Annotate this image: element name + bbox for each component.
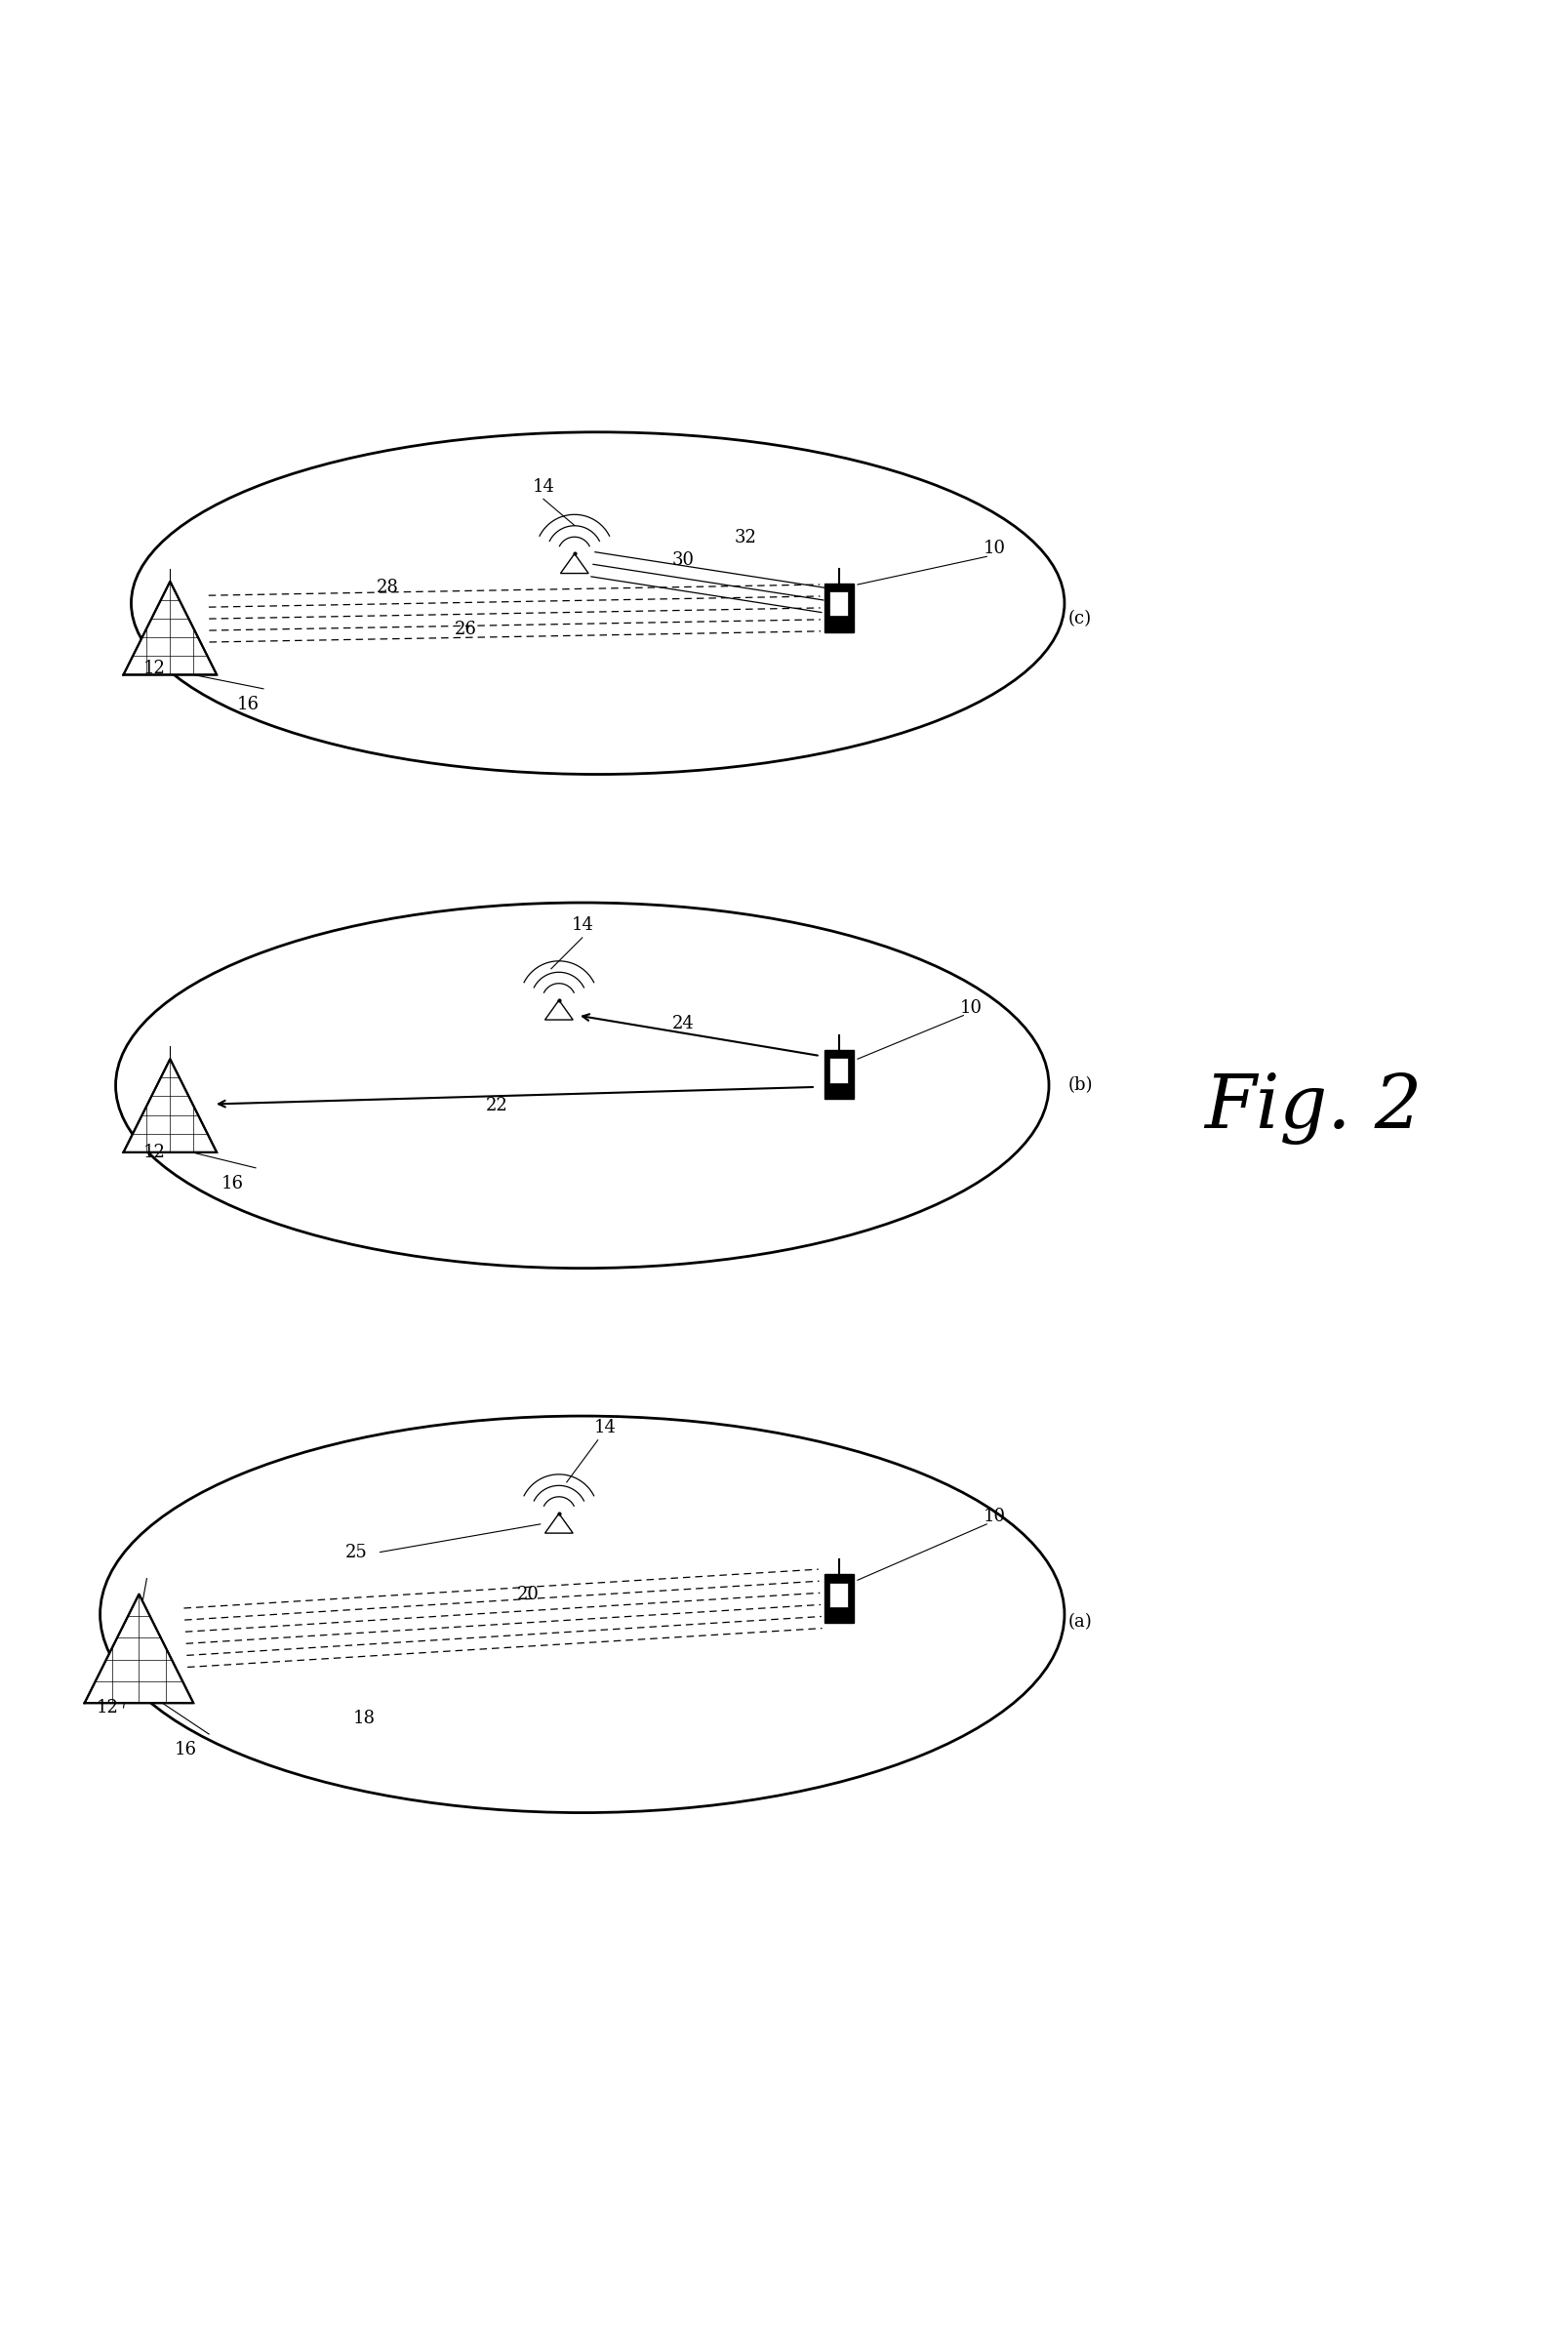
Text: 14: 14	[594, 1419, 616, 1436]
Text: 22: 22	[486, 1096, 508, 1115]
Text: 16: 16	[221, 1176, 243, 1192]
Text: 26: 26	[455, 621, 477, 639]
Polygon shape	[560, 553, 588, 574]
Polygon shape	[85, 1595, 193, 1703]
Text: 20: 20	[516, 1586, 539, 1602]
Text: 24: 24	[671, 1014, 695, 1033]
Text: 32: 32	[734, 529, 756, 546]
Text: 16: 16	[237, 696, 259, 712]
Text: 14: 14	[571, 916, 593, 934]
Bar	[823, 1049, 853, 1098]
Text: 10: 10	[983, 1508, 1005, 1525]
Text: 18: 18	[353, 1710, 375, 1728]
Text: 14: 14	[532, 478, 554, 494]
Text: 28: 28	[376, 578, 398, 597]
Bar	[829, 1583, 848, 1607]
Text: Fig. 2: Fig. 2	[1204, 1073, 1422, 1145]
Bar	[823, 1574, 853, 1623]
Polygon shape	[124, 1059, 216, 1152]
Text: 16: 16	[174, 1740, 196, 1759]
Text: 12: 12	[97, 1698, 119, 1717]
Text: (c): (c)	[1068, 609, 1091, 628]
Bar	[823, 583, 853, 632]
Text: 10: 10	[960, 1000, 982, 1016]
Polygon shape	[544, 1513, 572, 1534]
Bar	[829, 593, 848, 616]
Text: 10: 10	[983, 541, 1005, 557]
Text: 30: 30	[671, 550, 695, 569]
Text: 12: 12	[143, 660, 166, 677]
Text: 25: 25	[345, 1543, 367, 1560]
Polygon shape	[124, 581, 216, 674]
Text: (b): (b)	[1066, 1077, 1091, 1094]
Polygon shape	[544, 1000, 572, 1019]
Text: (a): (a)	[1068, 1614, 1091, 1630]
Text: 12: 12	[143, 1143, 166, 1162]
Bar	[829, 1059, 848, 1082]
